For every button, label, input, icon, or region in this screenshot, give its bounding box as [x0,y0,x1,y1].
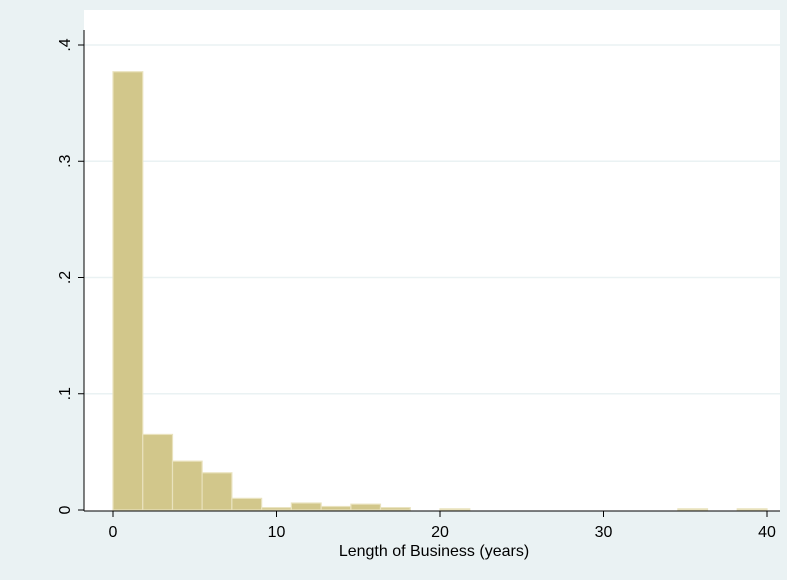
tick-labels: 0 .1 .2 .3 .4 0 10 20 30 40 [57,38,776,541]
x-tick-label-0: 0 [109,524,118,541]
histogram-bar-2 [171,460,203,511]
x-tick-label-4: 40 [758,524,776,541]
histogram-bar-6 [290,502,322,511]
histogram-bar-5 [261,507,292,511]
y-tick-label-0: 0 [57,505,74,514]
histogram-bar-0 [112,71,144,511]
y-tick-label-3: .3 [57,154,74,167]
x-tick-label-2: 20 [431,524,449,541]
histogram-bar-4 [231,497,263,511]
grid-lines [84,44,780,395]
histogram-bar-19 [677,508,709,511]
plot-area [84,10,780,511]
y-tick-label-2: .2 [57,271,74,284]
histogram-bar-11 [439,508,471,511]
x-tick-label-1: 10 [268,524,286,541]
histogram-bars [112,71,768,511]
y-tick-label-1: .1 [57,387,74,400]
histogram-bar-21 [736,508,768,511]
x-axis-title: Length of Business (years) [339,543,529,560]
histogram-bar-1 [142,433,174,511]
histogram-bar-9 [379,507,411,511]
histogram-bar-3 [201,472,233,511]
axes [78,30,780,517]
histogram-bar-7 [320,505,352,511]
x-tick-label-3: 30 [595,524,613,541]
histogram-bar-8 [350,503,382,511]
y-tick-label-4: .4 [57,38,74,51]
